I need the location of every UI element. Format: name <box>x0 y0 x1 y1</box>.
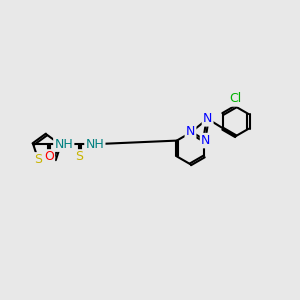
Text: NH: NH <box>54 138 73 151</box>
Text: N: N <box>186 125 195 138</box>
Text: N: N <box>203 112 212 125</box>
Text: N: N <box>201 134 210 147</box>
Text: O: O <box>44 150 54 164</box>
Text: S: S <box>34 153 42 166</box>
Text: NH: NH <box>85 138 104 151</box>
Text: Cl: Cl <box>230 92 242 106</box>
Text: S: S <box>76 150 84 164</box>
